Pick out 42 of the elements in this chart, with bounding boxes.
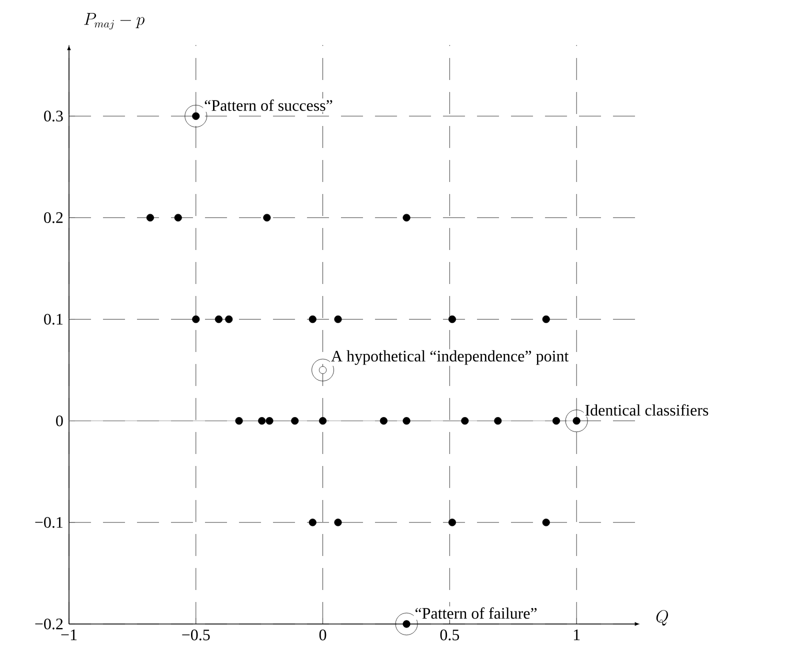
point: [192, 315, 200, 324]
x-tick-label: 0.5: [440, 630, 460, 640]
point: [542, 315, 550, 324]
point: [334, 315, 342, 324]
point: [214, 315, 223, 324]
x-axis-title: $Q$: [656, 610, 668, 626]
point: [318, 417, 327, 425]
point: [225, 315, 233, 324]
point: [308, 315, 316, 324]
x-tick-label: 0: [319, 630, 326, 640]
point: [380, 417, 388, 425]
annotation: Identical classifiers: [585, 404, 708, 416]
point: [258, 417, 266, 425]
point: [174, 214, 182, 222]
point: [263, 214, 271, 222]
point: [448, 518, 456, 526]
x-tick-label: −0.5: [182, 630, 210, 640]
x-tick-label: 1: [574, 630, 580, 640]
annotation: “Pattern of success”: [204, 99, 332, 111]
point: [291, 417, 299, 425]
point: [461, 417, 469, 425]
y-axis-title: $P_{maj}-p$: [84, 12, 144, 30]
annotation: A hypothetical “independence” point: [331, 350, 569, 365]
point: [542, 518, 550, 526]
y-tick-label: −0.2: [35, 618, 63, 630]
point: [266, 417, 274, 425]
y-tick-label: 0.3: [44, 110, 63, 122]
point: [448, 315, 456, 324]
x-tick-label: −1: [61, 630, 77, 640]
y-tick-label: 0.2: [44, 212, 63, 224]
point: [334, 518, 342, 526]
point: [402, 214, 410, 222]
point: [308, 518, 316, 526]
y-tick-label: 0: [56, 415, 63, 426]
point: [146, 214, 154, 222]
point: [552, 417, 560, 425]
point: [494, 417, 502, 425]
y-tick-label: 0.1: [44, 314, 63, 325]
point: [235, 417, 243, 425]
point: [402, 417, 410, 425]
y-tick-label: −0.1: [35, 516, 63, 528]
annotation: “Pattern of failure”: [415, 607, 537, 619]
